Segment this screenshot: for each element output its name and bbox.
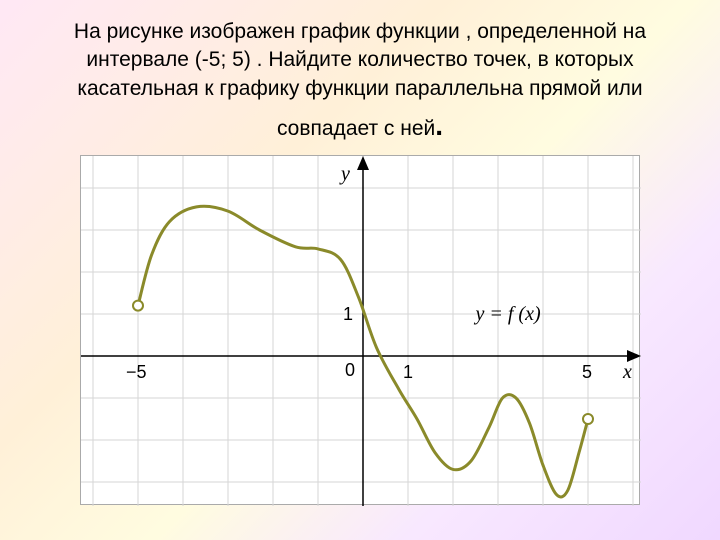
title-line-1: На рисунке изображен график функции , оп… [30,18,690,46]
title-line-3: касательная к графику функции параллельн… [30,75,690,103]
title-line-4-text: совпадает с ней [277,117,435,140]
svg-text:1: 1 [403,362,413,382]
svg-text:5: 5 [582,362,592,382]
svg-text:y = f (x): y = f (x) [474,303,541,325]
svg-text:x: x [622,361,632,383]
chart-container: y x 1 0 1 −5 5 y = f (x) [80,155,640,505]
svg-text:0: 0 [345,360,355,380]
title-period: . [435,110,443,141]
problem-title: На рисунке изображен график функции , оп… [30,18,690,145]
svg-text:1: 1 [343,304,353,324]
slide: На рисунке изображен график функции , оп… [0,0,720,540]
svg-text:y: y [339,163,350,185]
svg-text:−5: −5 [126,362,147,382]
title-line-4: совпадает с ней. [30,107,690,145]
title-line-2: интервале (-5; 5) . Найдите количество т… [30,46,690,74]
function-chart: y x 1 0 1 −5 5 y = f (x) [81,156,641,506]
